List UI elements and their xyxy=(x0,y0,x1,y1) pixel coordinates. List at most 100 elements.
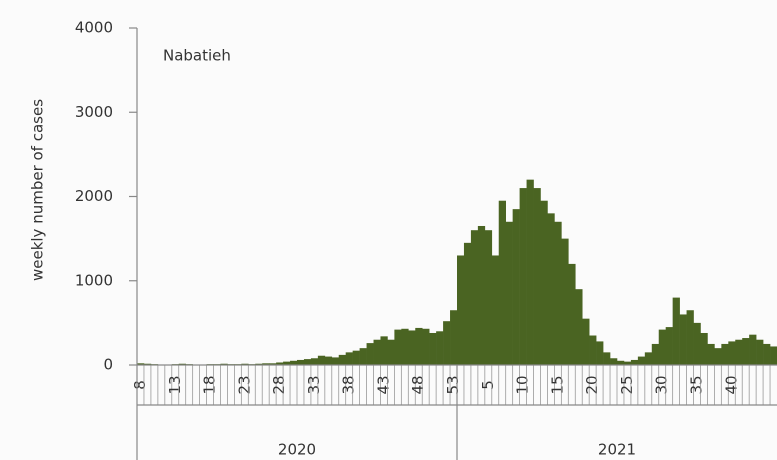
x-tick-label: 23 xyxy=(235,375,253,394)
bar xyxy=(693,322,701,365)
bar xyxy=(303,359,312,365)
bar xyxy=(415,327,423,365)
x-tick-label: 48 xyxy=(409,375,427,394)
x-tick-label: 30 xyxy=(653,375,671,394)
bar xyxy=(463,242,472,365)
x-tick-label: 28 xyxy=(270,375,288,394)
bar xyxy=(540,200,548,365)
bar xyxy=(700,332,708,365)
bar xyxy=(630,359,639,365)
bar xyxy=(241,363,249,365)
bar xyxy=(575,289,583,365)
bar xyxy=(561,238,569,365)
bar xyxy=(582,318,590,365)
x-tick-label: 13 xyxy=(166,375,184,394)
x-tick-label: 43 xyxy=(374,375,392,394)
y-tick-label: 4000 xyxy=(75,19,113,37)
bar xyxy=(276,362,284,365)
bar xyxy=(338,354,346,365)
chart-title: Nabatieh xyxy=(163,47,231,65)
bar xyxy=(331,357,340,365)
bar xyxy=(533,188,541,365)
x-tick-label: 40 xyxy=(722,375,740,394)
bar xyxy=(387,339,395,365)
bar xyxy=(610,358,618,365)
bar xyxy=(380,336,388,365)
x-tick-label: 5 xyxy=(479,380,497,390)
bar xyxy=(637,356,646,365)
bar xyxy=(665,327,673,365)
bar xyxy=(770,346,777,365)
x-tick-label: 35 xyxy=(688,375,706,394)
bar xyxy=(470,230,479,365)
bar xyxy=(714,348,722,365)
bar xyxy=(721,343,729,365)
bar xyxy=(603,352,611,365)
bar xyxy=(512,209,520,365)
bar xyxy=(366,343,374,365)
bar xyxy=(491,255,500,365)
bar xyxy=(742,338,750,365)
bar xyxy=(589,335,597,365)
bar xyxy=(143,363,152,365)
bar xyxy=(596,341,604,365)
bar xyxy=(359,348,367,365)
bar xyxy=(220,363,228,365)
bar xyxy=(450,310,458,365)
bar xyxy=(373,339,381,365)
bar xyxy=(429,332,437,365)
year-label: 2020 xyxy=(278,441,316,459)
bar xyxy=(408,330,416,365)
x-tick-label: 20 xyxy=(583,375,601,394)
y-tick-label: 1000 xyxy=(75,271,113,289)
bar xyxy=(547,213,555,365)
x-tick-label: 53 xyxy=(444,375,462,394)
y-tick-label: 3000 xyxy=(75,103,113,121)
bar xyxy=(443,321,451,365)
y-axis-label: weekly number of cases xyxy=(29,99,47,281)
bar xyxy=(401,328,409,365)
bar xyxy=(728,341,736,365)
x-tick-label: 33 xyxy=(305,375,323,394)
bar xyxy=(324,356,333,365)
bar xyxy=(554,221,562,365)
bar xyxy=(617,360,625,365)
bar xyxy=(505,221,513,365)
bar xyxy=(269,363,277,365)
bar xyxy=(436,331,444,365)
bar xyxy=(519,188,527,365)
bar xyxy=(290,360,298,365)
bar xyxy=(756,339,764,365)
bar xyxy=(651,343,660,365)
bar xyxy=(262,363,270,365)
x-tick-label: 8 xyxy=(131,380,149,390)
bar xyxy=(763,343,771,365)
bar xyxy=(283,361,291,365)
x-tick-label: 38 xyxy=(340,375,358,394)
x-tick-label: 10 xyxy=(514,375,532,394)
bar xyxy=(477,225,486,365)
bar xyxy=(255,363,263,365)
bar xyxy=(568,263,576,365)
bar xyxy=(679,314,687,365)
bar xyxy=(345,352,353,365)
bar xyxy=(178,363,186,365)
bar xyxy=(457,255,465,365)
bar xyxy=(735,339,743,365)
year-label: 2021 xyxy=(598,441,636,459)
bar xyxy=(623,361,632,365)
bar xyxy=(526,179,534,365)
y-tick-label: 2000 xyxy=(75,187,113,205)
bar xyxy=(484,230,493,365)
y-tick-label: 0 xyxy=(103,356,113,374)
bar xyxy=(352,350,360,365)
x-tick-label: 15 xyxy=(548,375,566,394)
bar xyxy=(686,310,694,365)
bar xyxy=(394,329,402,365)
bar xyxy=(644,352,653,365)
bar xyxy=(749,334,757,365)
x-tick-label: 25 xyxy=(618,375,636,394)
bar xyxy=(137,363,145,365)
bar xyxy=(658,329,666,365)
